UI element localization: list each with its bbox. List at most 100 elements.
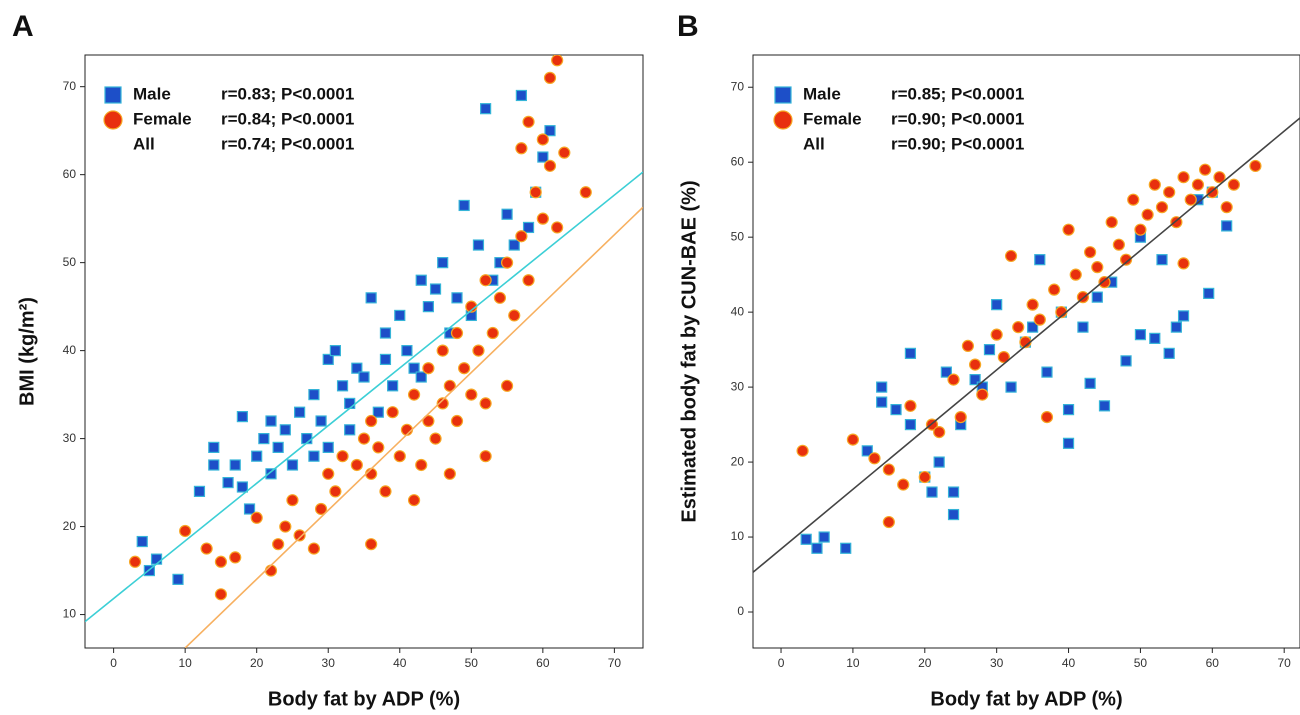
data-point <box>811 542 823 554</box>
data-point <box>897 478 910 491</box>
legend-stat: r=0.74; P<0.0001 <box>221 134 354 153</box>
data-point <box>407 388 421 401</box>
data-point <box>940 366 952 378</box>
data-point <box>818 531 830 543</box>
x-tick-label: 10 <box>178 656 192 670</box>
data-point <box>479 450 492 463</box>
data-point <box>214 555 228 568</box>
y-tick-label: 40 <box>731 304 745 318</box>
data-point <box>1177 257 1190 270</box>
data-point <box>1084 246 1097 259</box>
panel-label: A <box>12 10 34 43</box>
y-tick-label: 60 <box>63 167 77 181</box>
data-point <box>472 239 485 251</box>
data-point <box>1048 283 1061 296</box>
data-point <box>1249 159 1262 173</box>
data-point <box>1005 381 1017 393</box>
x-tick-label: 50 <box>1134 656 1148 670</box>
data-point <box>508 309 521 322</box>
x-tick-label: 40 <box>393 656 407 670</box>
data-point <box>315 415 327 427</box>
data-point <box>500 256 514 269</box>
data-point <box>529 186 542 199</box>
data-point <box>1127 193 1140 206</box>
data-point <box>1170 216 1183 229</box>
data-point <box>436 397 449 410</box>
data-point <box>229 459 241 471</box>
fit-line <box>753 117 1300 573</box>
data-point <box>579 186 592 199</box>
data-point <box>365 538 378 551</box>
data-point <box>429 432 442 445</box>
data-point <box>536 133 549 146</box>
data-point <box>1163 347 1175 359</box>
data-point <box>501 208 513 220</box>
data-point <box>479 397 492 410</box>
y-axis-title: BMI (kg/m²) <box>16 297 38 406</box>
data-point <box>846 433 860 446</box>
x-tick-label: 40 <box>1062 656 1076 670</box>
legend-marker <box>774 86 792 104</box>
data-point <box>990 328 1003 341</box>
data-point <box>172 573 184 585</box>
data-point <box>796 444 809 457</box>
data-point <box>1084 377 1096 389</box>
x-tick-label: 70 <box>608 656 622 670</box>
data-point <box>1098 400 1111 412</box>
data-point <box>422 414 435 428</box>
data-point <box>200 542 213 555</box>
data-point <box>429 283 442 295</box>
data-point <box>551 55 564 67</box>
data-point <box>500 379 514 392</box>
y-tick-label: 20 <box>731 454 745 468</box>
data-point <box>401 345 413 357</box>
data-point <box>544 125 556 137</box>
y-tick-label: 0 <box>737 604 744 618</box>
data-point <box>1033 313 1046 326</box>
x-tick-label: 30 <box>990 656 1004 670</box>
data-point <box>351 362 363 374</box>
legend-stat: r=0.83; P<0.0001 <box>221 84 354 103</box>
data-point <box>1062 437 1075 449</box>
data-point <box>265 415 277 427</box>
data-point <box>983 344 996 356</box>
data-point <box>372 406 384 418</box>
x-tick-label: 20 <box>918 656 932 670</box>
data-point <box>876 396 888 408</box>
data-point <box>1062 223 1075 236</box>
data-point <box>861 445 873 457</box>
y-tick-label: 70 <box>63 79 77 93</box>
data-point <box>537 151 549 163</box>
data-point <box>1120 355 1132 367</box>
data-point <box>1184 193 1197 206</box>
data-point <box>479 274 492 287</box>
data-point <box>415 458 428 472</box>
data-point <box>407 494 421 507</box>
data-point <box>193 485 206 497</box>
data-point <box>379 485 392 498</box>
data-point <box>293 529 306 542</box>
data-point <box>236 411 248 423</box>
data-point <box>358 371 370 383</box>
data-point <box>1170 321 1182 333</box>
data-point <box>1062 404 1075 416</box>
data-point <box>947 508 960 521</box>
data-point <box>522 274 535 287</box>
y-tick-label: 30 <box>63 431 77 445</box>
data-point <box>1163 186 1176 199</box>
data-point <box>882 463 895 476</box>
data-point <box>904 347 917 359</box>
data-point <box>876 381 888 393</box>
y-tick-label: 50 <box>731 229 745 243</box>
data-point <box>372 441 385 454</box>
data-point <box>1220 201 1233 214</box>
data-point <box>458 199 470 212</box>
y-tick-label: 10 <box>63 607 77 621</box>
data-point <box>365 414 378 428</box>
x-tick-label: 70 <box>1278 656 1292 670</box>
data-point <box>387 380 399 392</box>
data-point <box>536 212 549 225</box>
data-point <box>947 373 960 386</box>
data-point <box>451 292 463 304</box>
data-point <box>472 344 485 357</box>
